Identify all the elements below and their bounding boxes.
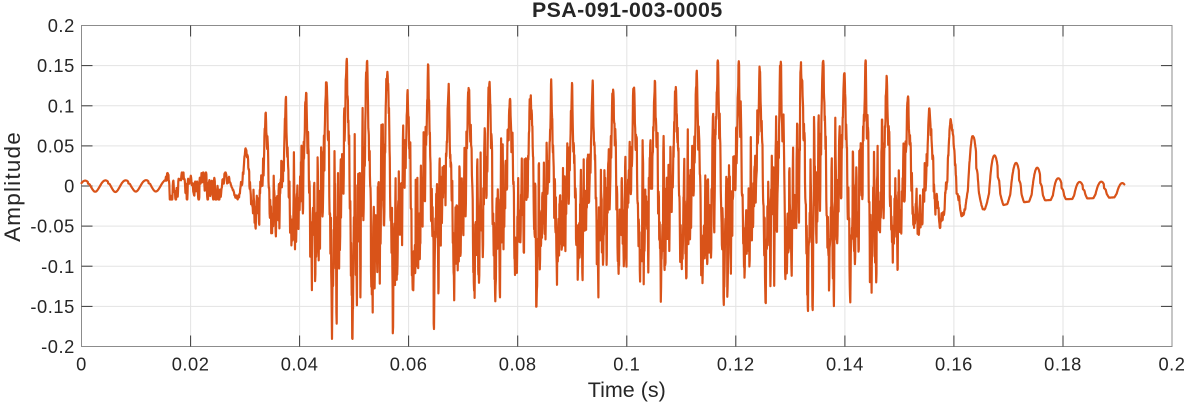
svg-text:0.1: 0.1: [613, 353, 640, 374]
svg-text:0.2: 0.2: [48, 15, 75, 36]
svg-text:0: 0: [64, 176, 75, 197]
svg-text:0.12: 0.12: [717, 353, 755, 374]
svg-text:0.02: 0.02: [172, 353, 210, 374]
svg-text:0: 0: [76, 353, 87, 374]
svg-text:0.1: 0.1: [48, 95, 75, 116]
svg-text:0.06: 0.06: [390, 353, 428, 374]
svg-text:Amplitude: Amplitude: [0, 131, 25, 242]
svg-text:Time (s): Time (s): [588, 378, 666, 402]
svg-text:-0.15: -0.15: [30, 296, 74, 317]
svg-text:-0.2: -0.2: [41, 336, 75, 357]
svg-text:PSA-091-003-0005: PSA-091-003-0005: [532, 0, 723, 22]
svg-text:0.15: 0.15: [37, 55, 75, 76]
svg-text:0.04: 0.04: [281, 353, 319, 374]
svg-text:0.18: 0.18: [1044, 353, 1082, 374]
svg-text:0.2: 0.2: [1158, 353, 1185, 374]
svg-text:-0.05: -0.05: [30, 216, 74, 237]
svg-text:0.16: 0.16: [935, 353, 973, 374]
svg-text:0.08: 0.08: [499, 353, 537, 374]
svg-text:0.05: 0.05: [37, 135, 75, 156]
svg-text:0.14: 0.14: [826, 353, 864, 374]
svg-text:-0.1: -0.1: [41, 256, 75, 277]
